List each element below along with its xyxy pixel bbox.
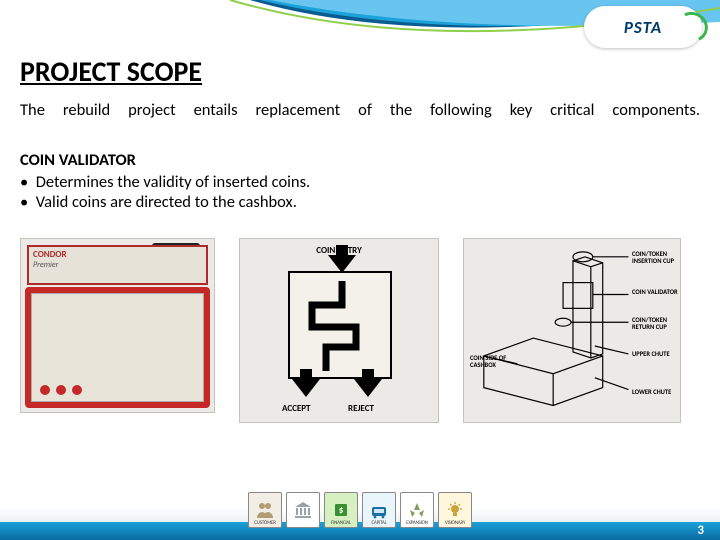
- reject-label: REJECT: [348, 403, 374, 414]
- led-icon: [40, 385, 50, 395]
- arrow-down-icon: [354, 379, 382, 397]
- bullet-list: Determines the validity of inserted coin…: [20, 172, 310, 212]
- list-item: Determines the validity of inserted coin…: [20, 172, 310, 192]
- callout-label: COIN SIDE OF CASHBOX: [470, 355, 510, 369]
- section-heading: COIN VALIDATOR: [20, 150, 136, 170]
- callout-label: COIN VALIDATOR: [632, 289, 678, 296]
- logo-text: PSTA: [624, 17, 662, 38]
- logo-arc-icon: [672, 8, 712, 46]
- icon-caption: CAPITAL: [371, 520, 386, 526]
- icon-caption: EXPANSION: [406, 520, 428, 526]
- logo-badge: PSTA: [584, 6, 702, 48]
- indicator-leds: [40, 385, 82, 395]
- coin-path-icon: [302, 281, 372, 371]
- slide: PSTA PROJECT SCOPE The rebuild project e…: [0, 0, 720, 540]
- visionary-icon: VISIONARY: [438, 492, 472, 528]
- accept-label: ACCEPT: [282, 403, 311, 414]
- footer: 3 CUSTOMER $ FINANCIAL CAPITAL EXPANSION: [0, 494, 720, 540]
- arrow-down-icon: [292, 379, 320, 397]
- led-icon: [56, 385, 66, 395]
- customer-icon: CUSTOMER: [248, 492, 282, 528]
- footer-icon-strip: CUSTOMER $ FINANCIAL CAPITAL EXPANSION V…: [248, 492, 472, 528]
- image-row: CONDOR Premier COIN ENTRY ACCEPT: [20, 238, 700, 428]
- capital-icon: CAPITAL: [362, 492, 396, 528]
- brand-label-panel: CONDOR Premier: [27, 245, 208, 285]
- icon-caption: FINANCIAL: [331, 520, 351, 526]
- intro-text: The rebuild project entails replacement …: [20, 100, 700, 120]
- icon-caption: CUSTOMER: [254, 520, 276, 526]
- callout-label: COIN/TOKEN RETURN CUP: [632, 317, 680, 331]
- governance-icon: [286, 492, 320, 528]
- financial-icon: $ FINANCIAL: [324, 492, 358, 528]
- page-title: PROJECT SCOPE: [20, 54, 202, 89]
- svg-text:$: $: [339, 505, 344, 516]
- led-icon: [72, 385, 82, 395]
- list-item: Valid coins are directed to the cashbox.: [20, 192, 310, 212]
- callout-label: UPPER CHUTE: [632, 351, 670, 358]
- cashbox-assembly-diagram: COIN/TOKEN INSERTION CUP COIN VALIDATOR …: [463, 238, 681, 423]
- callout-label: COIN/TOKEN INSERTION CUP: [632, 251, 680, 265]
- model-label: Premier: [33, 260, 202, 270]
- expansion-icon: EXPANSION: [400, 492, 434, 528]
- icon-caption: VISIONARY: [445, 520, 465, 526]
- coin-path-diagram: COIN ENTRY ACCEPT REJECT: [239, 238, 439, 423]
- validator-front-panel: [31, 293, 204, 402]
- callout-label: LOWER CHUTE: [632, 389, 671, 396]
- page-number: 3: [697, 523, 704, 538]
- coin-validator-photo: CONDOR Premier: [20, 238, 215, 413]
- brand-label: CONDOR: [33, 249, 202, 260]
